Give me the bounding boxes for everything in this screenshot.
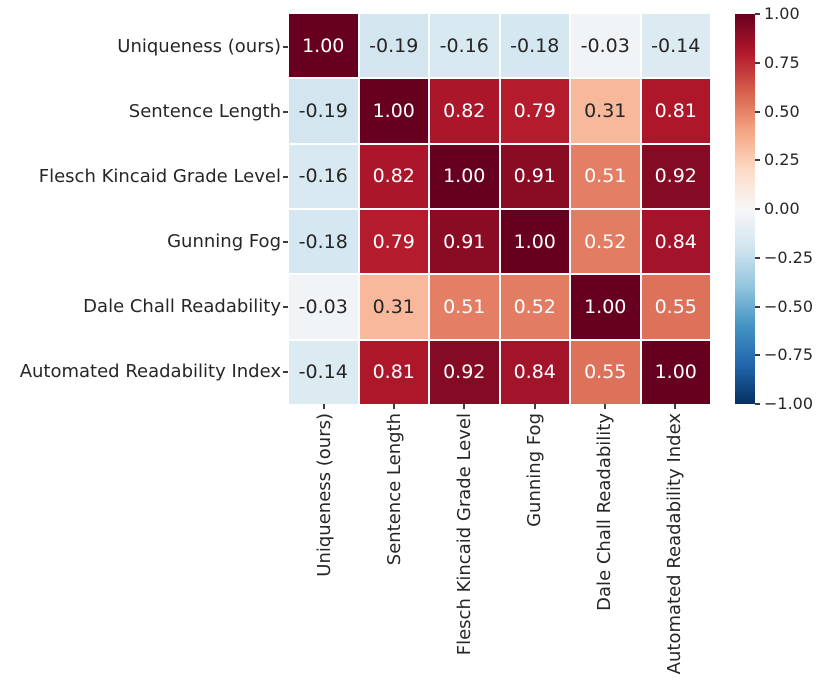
heatmap-cell: 0.55 — [571, 340, 640, 404]
colorbar-tick-label: −0.25 — [764, 247, 814, 267]
y-axis-tick — [283, 240, 288, 243]
colorbar-tick-label: −0.50 — [764, 296, 814, 316]
heatmap-cell: 1.00 — [430, 144, 499, 208]
colorbar-tick-label: 0.00 — [764, 199, 800, 218]
heatmap-cell: -0.03 — [289, 275, 358, 339]
colorbar-tick — [755, 61, 760, 64]
colorbar-tick — [755, 208, 760, 210]
x-axis-label-text: Gunning Fog — [524, 413, 546, 527]
heatmap-cell: 0.51 — [571, 144, 640, 208]
heatmap-cell: 0.84 — [641, 209, 710, 274]
x-axis-tick — [323, 404, 326, 409]
colorbar-tick-label: 0.25 — [764, 150, 800, 170]
heatmap-cell: 0.51 — [430, 275, 499, 339]
colorbar-tick-label: −0.75 — [764, 345, 814, 365]
y-axis-label: Flesch Kincaid Grade Level — [38, 166, 281, 187]
heatmap-cell: 0.92 — [430, 340, 499, 404]
x-axis-tick — [673, 404, 676, 409]
y-axis-label: Uniqueness (ours) — [117, 36, 281, 57]
heatmap-cell: 0.55 — [641, 275, 710, 339]
heatmap: 1.00 -0.19 -0.16 -0.18 -0.03 -0.14 -0.19 1.00 0.… — [289, 14, 710, 404]
heatmap-cell: 0.81 — [359, 340, 428, 404]
x-axis-label-text: Uniqueness (ours) — [313, 413, 335, 577]
x-axis-tick — [533, 404, 536, 409]
colorbar-tick-label: 1.00 — [764, 4, 800, 23]
heatmap-cell: 0.81 — [641, 79, 710, 143]
x-axis-tick — [463, 404, 466, 409]
heatmap-cell: 1.00 — [641, 340, 710, 404]
y-axis-tick — [283, 110, 288, 113]
y-axis-tick — [283, 305, 288, 308]
x-axis-label: Gunning Fog — [500, 413, 570, 527]
x-axis-tick — [603, 404, 606, 409]
x-axis-label-text: Automated Readability Index — [664, 413, 686, 675]
heatmap-cell: -0.14 — [641, 14, 710, 78]
x-axis-label: Sentence Length — [359, 413, 429, 565]
heatmap-cell: -0.19 — [359, 14, 428, 78]
heatmap-cell: -0.16 — [430, 14, 499, 78]
heatmap-cell: 0.91 — [500, 144, 569, 208]
x-axis-label: Automated Readability Index — [640, 413, 710, 674]
y-axis-label: Sentence Length — [128, 101, 281, 122]
heatmap-cell: 0.92 — [641, 144, 710, 208]
colorbar-gradient — [735, 14, 755, 404]
heatmap-cell: 0.31 — [571, 79, 640, 143]
heatmap-cell: -0.19 — [289, 79, 358, 143]
x-axis-label-text: Flesch Kincaid Grade Level — [453, 413, 475, 656]
x-axis-label-text: Sentence Length — [383, 413, 405, 566]
y-axis-tick — [283, 175, 288, 178]
heatmap-cell: 1.00 — [289, 14, 358, 78]
colorbar-tick — [755, 159, 760, 162]
colorbar-tick-label: 0.75 — [764, 52, 800, 72]
heatmap-cell: 0.82 — [359, 144, 428, 208]
heatmap-cell: 1.00 — [359, 79, 428, 143]
x-axis-label-text: Dale Chall Readability — [594, 413, 616, 611]
y-axis-tick — [283, 370, 288, 373]
heatmap-cell: -0.18 — [500, 14, 569, 78]
y-axis-label: Automated Readability Index — [19, 361, 281, 382]
heatmap-cell: -0.18 — [289, 209, 358, 274]
colorbar-tick — [755, 354, 760, 357]
heatmap-cell: 0.91 — [430, 209, 499, 274]
colorbar-tick-label: 0.50 — [764, 101, 800, 121]
heatmap-cell: 0.52 — [500, 275, 569, 339]
heatmap-cell: 0.84 — [500, 340, 569, 404]
x-axis-label: Dale Chall Readability — [570, 413, 640, 611]
y-axis-tick — [283, 45, 288, 48]
colorbar-tick — [755, 256, 760, 259]
heatmap-cell: 1.00 — [500, 209, 569, 274]
colorbar-tick — [755, 13, 760, 15]
heatmap-cell: -0.14 — [289, 340, 358, 404]
y-axis-label: Dale Chall Readability — [83, 296, 281, 317]
colorbar-tick — [755, 403, 760, 405]
x-axis-label: Flesch Kincaid Grade Level — [429, 413, 499, 655]
heatmap-cell: 1.00 — [571, 275, 640, 339]
x-axis-tick — [393, 404, 396, 409]
heatmap-cell: -0.16 — [289, 144, 358, 208]
x-axis-label: Uniqueness (ours) — [289, 413, 359, 577]
y-axis-label: Gunning Fog — [167, 231, 281, 252]
colorbar-tick — [755, 305, 760, 308]
heatmap-cell: -0.03 — [571, 14, 640, 78]
heatmap-cell: 0.79 — [359, 209, 428, 274]
heatmap-cell: 0.52 — [571, 209, 640, 274]
colorbar-tick-label: −1.00 — [764, 394, 814, 413]
heatmap-cell: 0.79 — [500, 79, 569, 143]
colorbar-tick — [755, 110, 760, 113]
heatmap-cell: 0.31 — [359, 275, 428, 339]
heatmap-cell: 0.82 — [430, 79, 499, 143]
